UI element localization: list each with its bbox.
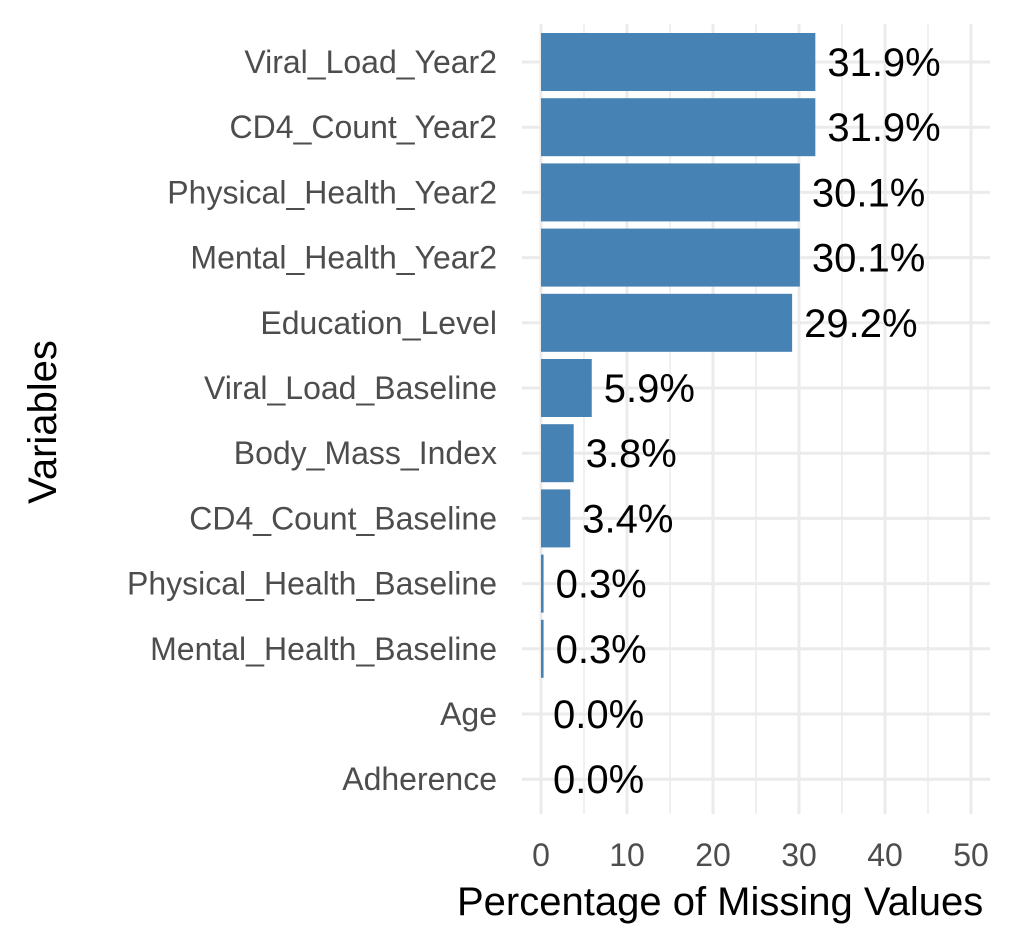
bar — [541, 228, 800, 287]
bar — [541, 489, 571, 548]
bar — [541, 98, 816, 157]
y-tick-label: Age — [440, 696, 497, 732]
data-labels: 31.9% 31.9% 30.1% 30.1% 29.2% 5.9% 3.8% 3.4% 0.3… — [553, 41, 941, 802]
x-tick-label: 20 — [695, 837, 731, 873]
x-axis-title: Percentage of Missing Values — [457, 880, 983, 924]
y-tick-label: Mental_Health_Year2 — [190, 240, 497, 276]
y-tick-label: Body_Mass_Index — [234, 435, 497, 471]
bar-data-label: 31.9% — [827, 41, 940, 85]
x-tick-label: 10 — [609, 837, 645, 873]
bar — [541, 359, 592, 417]
bar-data-label: 0.3% — [556, 563, 647, 607]
bar — [541, 424, 574, 483]
bar-data-label: 0.0% — [553, 693, 644, 737]
y-tick-label: Physical_Health_Year2 — [167, 174, 497, 210]
bar — [541, 554, 544, 613]
y-tick-label: Education_Level — [260, 305, 497, 341]
bar — [541, 293, 793, 352]
y-tick-labels: Viral_Load_Year2 CD4_Count_Year2 Physical_… — [127, 44, 497, 797]
bar-data-label: 31.9% — [827, 106, 940, 150]
y-axis-title: Variables — [21, 340, 65, 504]
bar — [541, 619, 544, 678]
bar-data-label: 0.3% — [556, 628, 647, 672]
y-tick-label: CD4_Count_Baseline — [189, 500, 497, 536]
y-tick-label: Physical_Health_Baseline — [127, 566, 497, 602]
x-tick-labels: 0 10 20 30 40 50 — [532, 837, 989, 873]
y-tick-label: Adherence — [342, 761, 497, 797]
bar-data-label: 30.1% — [812, 171, 925, 215]
bars — [541, 33, 816, 678]
bar-data-label: 0.0% — [553, 758, 644, 802]
x-tick-label: 40 — [867, 837, 903, 873]
bar-data-label: 5.9% — [604, 367, 695, 411]
bar-data-label: 3.4% — [582, 497, 673, 541]
x-tick-label: 30 — [781, 837, 817, 873]
bar — [541, 163, 800, 222]
y-tick-label: Mental_Health_Baseline — [150, 631, 497, 667]
x-tick-label: 50 — [953, 837, 989, 873]
y-tick-label: Viral_Load_Baseline — [204, 370, 497, 406]
bar — [541, 33, 816, 91]
y-tick-label: Viral_Load_Year2 — [244, 44, 497, 80]
bar-data-label: 3.8% — [586, 432, 677, 476]
bar-data-label: 30.1% — [812, 237, 925, 281]
y-tick-label: CD4_Count_Year2 — [230, 109, 497, 145]
x-tick-label: 0 — [532, 837, 550, 873]
bar-data-label: 29.2% — [804, 302, 917, 346]
